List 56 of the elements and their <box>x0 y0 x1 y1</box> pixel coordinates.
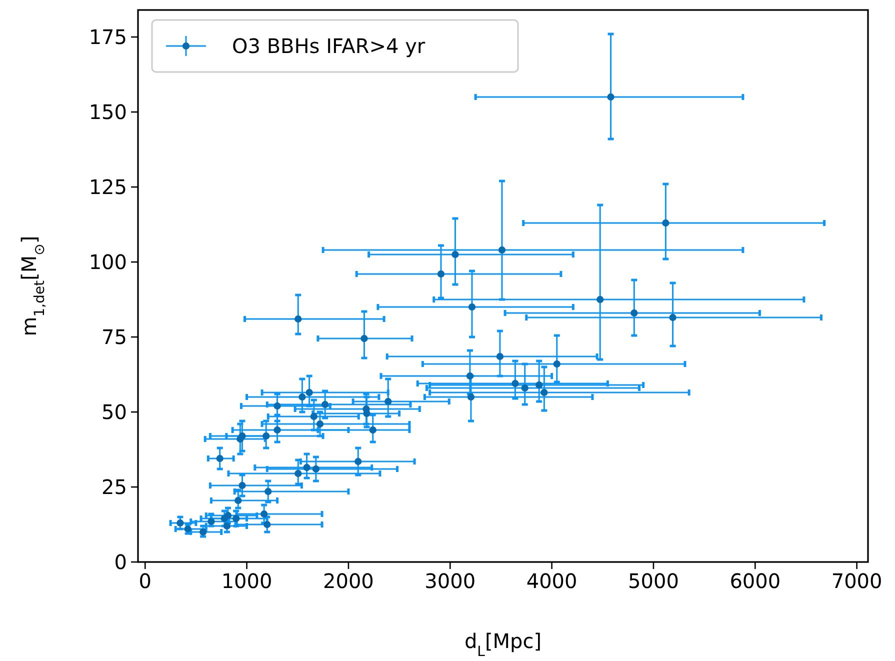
x-tick-label: 0 <box>138 569 152 593</box>
point <box>216 454 224 462</box>
point <box>316 420 324 428</box>
point <box>274 426 281 434</box>
point <box>294 315 302 323</box>
point <box>238 432 246 440</box>
x-tick-label: 4000 <box>526 569 578 593</box>
legend-label: O3 BBHs IFAR>4 yr <box>232 34 426 58</box>
y-tick-label: 150 <box>88 100 127 124</box>
point <box>303 464 310 472</box>
point <box>468 303 476 311</box>
x-tick-label: 6000 <box>730 569 781 593</box>
point <box>321 400 329 408</box>
point <box>238 482 246 490</box>
y-tick-label: 50 <box>102 400 127 424</box>
x-tick-label: 7000 <box>831 569 882 593</box>
y-tick-label: 100 <box>88 250 127 274</box>
point <box>260 510 268 518</box>
point <box>264 520 271 528</box>
point <box>264 488 272 496</box>
y-tick-label: 0 <box>114 550 127 574</box>
point <box>294 470 302 478</box>
point <box>496 352 504 360</box>
x-tick-label: 3000 <box>424 569 476 593</box>
point <box>274 402 281 410</box>
x-tick-label: 2000 <box>323 569 374 593</box>
point <box>596 296 604 304</box>
point <box>354 458 362 466</box>
point <box>384 398 392 406</box>
point <box>535 381 543 389</box>
x-tick-label: 5000 <box>628 569 679 593</box>
point <box>607 93 614 101</box>
point <box>437 270 445 278</box>
point <box>298 393 306 401</box>
y-tick-label: 75 <box>102 325 127 349</box>
y-tick-label: 175 <box>88 25 127 49</box>
point <box>669 314 676 322</box>
point <box>521 384 528 392</box>
point <box>630 309 638 317</box>
point <box>553 360 560 368</box>
point <box>360 334 368 342</box>
point <box>369 426 376 434</box>
point <box>306 388 313 396</box>
point <box>512 380 519 388</box>
x-tick-label: 1000 <box>221 569 272 593</box>
point <box>540 388 548 396</box>
point <box>176 519 184 527</box>
point <box>363 410 370 418</box>
point <box>498 246 506 254</box>
y-tick-label: 25 <box>102 475 127 499</box>
x-axis-title: d$_{L}$[Mpc] <box>464 629 542 660</box>
point <box>234 496 242 504</box>
point <box>452 250 459 258</box>
y-tick-label: 125 <box>88 175 127 199</box>
point <box>662 219 670 227</box>
point <box>312 465 320 473</box>
